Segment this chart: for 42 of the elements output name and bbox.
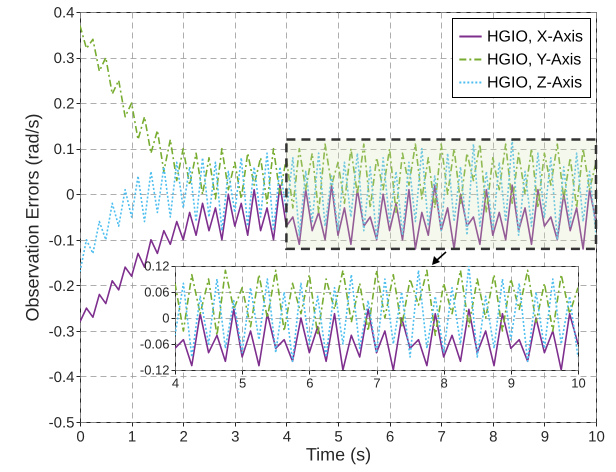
- x-tick-label: 7: [373, 376, 381, 390]
- y-tick-label: -0.5: [48, 414, 74, 432]
- y-tick-label: 0.2: [54, 96, 74, 113]
- y-tick-label: 0: [162, 310, 170, 326]
- x-tick-label: 9: [508, 376, 515, 390]
- x-tick-label: 1: [128, 428, 136, 446]
- line-series: [80, 24, 596, 214]
- legend-label: HGIO, Z-Axis: [487, 74, 582, 92]
- x-tick-label: 10: [571, 376, 586, 390]
- line-series: [80, 138, 596, 272]
- x-tick-label: 5: [334, 428, 343, 446]
- y-axis-title: Observation Errors (rad/s): [22, 113, 43, 322]
- y-tick-label: 0: [66, 186, 74, 204]
- y-tick-label: -0.4: [48, 368, 74, 386]
- y-tick-label: 0.12: [144, 258, 170, 274]
- x-tick-label: 7: [438, 428, 446, 446]
- x-tick-label: 5: [239, 376, 246, 390]
- x-tick-label: 4: [282, 428, 292, 446]
- y-tick-label: 0.4: [54, 4, 74, 22]
- y-tick-label: -0.2: [48, 278, 74, 295]
- x-tick-label: 8: [489, 428, 498, 446]
- y-tick-label: 0.3: [54, 50, 74, 68]
- y-tick-label: 0.06: [144, 284, 170, 300]
- x-tick-label: 2: [180, 428, 188, 446]
- line-series: [175, 270, 578, 336]
- x-axis-title: Time (s): [306, 444, 372, 464]
- x-tick-label: 9: [540, 428, 550, 446]
- legend-label: HGIO, X-Axis: [487, 28, 584, 46]
- x-tick-label: 6: [306, 376, 314, 390]
- x-tick-label: 6: [386, 428, 394, 446]
- line-series: [80, 184, 596, 323]
- x-tick-label: 4: [172, 376, 180, 390]
- x-tick-label: 10: [588, 428, 605, 446]
- legend-label: HGIO, Y-Axis: [487, 52, 582, 68]
- y-tick-label: 0.1: [54, 141, 74, 158]
- x-tick-label: 0: [76, 428, 85, 446]
- y-tick-label: -0.1: [48, 232, 74, 250]
- y-tick-label: -0.06: [140, 336, 170, 352]
- y-tick-label: -0.3: [48, 323, 74, 340]
- x-tick-label: 3: [231, 428, 240, 446]
- x-tick-label: 8: [440, 376, 448, 390]
- y-tick-label: -0.12: [140, 362, 170, 378]
